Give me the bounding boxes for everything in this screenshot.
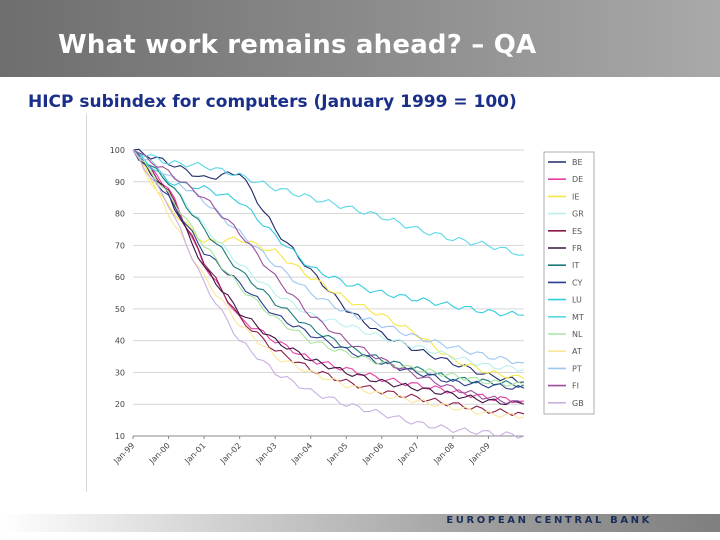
- x-tick-Jan-01: Jan-01: [182, 441, 207, 466]
- y-tick-labels: 10 20 30 40 50 60 70 80 90 100: [110, 146, 125, 441]
- legend-label-GB: GB: [572, 399, 584, 408]
- series-line-PT: [132, 149, 525, 365]
- x-tick-labels: Jan-99 Jan-00 Jan-01 Jan-02 Jan-03 Jan-04 Jan-…: [111, 436, 492, 466]
- y-tick-50: 50: [115, 305, 125, 314]
- y-tick-40: 40: [115, 337, 125, 346]
- x-tick-Jan-03: Jan-03: [254, 441, 279, 466]
- legend-label-DE: DE: [572, 175, 583, 184]
- legend-label-CY: CY: [572, 278, 582, 287]
- slide-title: What work remains ahead? – QA: [58, 30, 537, 60]
- x-tick-Jan-02: Jan-02: [218, 441, 243, 466]
- series-line-ES: [132, 149, 525, 417]
- series-line-MT: [132, 149, 525, 256]
- series-line-LU: [132, 149, 525, 317]
- header-bar: What work remains ahead? – QA: [0, 0, 720, 77]
- series-line-FR: [132, 149, 525, 406]
- y-tick-10: 10: [115, 432, 125, 441]
- series-line-IE: [132, 149, 525, 380]
- series-line-CY: [132, 149, 525, 390]
- series-line-FI: [132, 149, 525, 405]
- y-tick-30: 30: [115, 368, 125, 377]
- series-line-GR: [132, 149, 525, 373]
- legend-label-NL: NL: [572, 330, 583, 339]
- y-tick-90: 90: [115, 178, 125, 187]
- series-line-BE: [132, 148, 525, 383]
- series-line-NL: [132, 149, 525, 387]
- grid-lines: [133, 149, 524, 437]
- series-line-AT: [132, 149, 525, 419]
- footer-bar: EUROPEAN CENTRAL BANK: [0, 514, 720, 532]
- y-tick-80: 80: [115, 210, 125, 219]
- legend-label-FR: FR: [572, 244, 583, 253]
- y-tick-60: 60: [115, 273, 125, 282]
- legend-label-GR: GR: [572, 210, 584, 219]
- series-line-GB: [132, 149, 525, 439]
- x-tick-Jan-00: Jan-00: [147, 441, 172, 466]
- chart-area: 10 20 30 40 50 60 70 80 90 100 Jan-99 Jan-00 Jan-01…: [86, 114, 601, 492]
- x-tick-Jan-07: Jan-07: [396, 441, 421, 466]
- legend-label-PT: PT: [572, 364, 582, 373]
- y-tick-100: 100: [110, 146, 125, 155]
- x-tick-Jan-09: Jan-09: [467, 441, 492, 466]
- legend-label-IE: IE: [572, 192, 579, 201]
- x-tick-Jan-04: Jan-04: [289, 441, 314, 466]
- legend: BE DE IE GR ES FR IT CY LU MT NL AT PT FI GB: [543, 151, 595, 415]
- legend-label-IT: IT: [572, 261, 579, 270]
- x-tick-Jan-08: Jan-08: [431, 441, 456, 466]
- footer-brand: EUROPEAN CENTRAL BANK: [446, 515, 652, 526]
- y-tick-20: 20: [115, 400, 125, 409]
- x-tick-Jan-99: Jan-99: [111, 441, 136, 466]
- x-tick-Jan-06: Jan-06: [360, 441, 385, 466]
- legend-label-ES: ES: [572, 227, 582, 236]
- x-tick-Jan-05: Jan-05: [325, 441, 350, 466]
- line-chart: 10 20 30 40 50 60 70 80 90 100 Jan-99 Jan-00 Jan-01…: [110, 146, 595, 466]
- series-lines: [132, 148, 525, 439]
- legend-label-LU: LU: [572, 296, 582, 305]
- legend-label-MT: MT: [572, 313, 584, 322]
- legend-label-FI: FI: [572, 382, 579, 391]
- legend-label-BE: BE: [572, 158, 583, 167]
- legend-label-AT: AT: [572, 347, 582, 356]
- chart-subtitle: HICP subindex for computers (January 199…: [28, 92, 517, 112]
- y-tick-70: 70: [115, 241, 125, 250]
